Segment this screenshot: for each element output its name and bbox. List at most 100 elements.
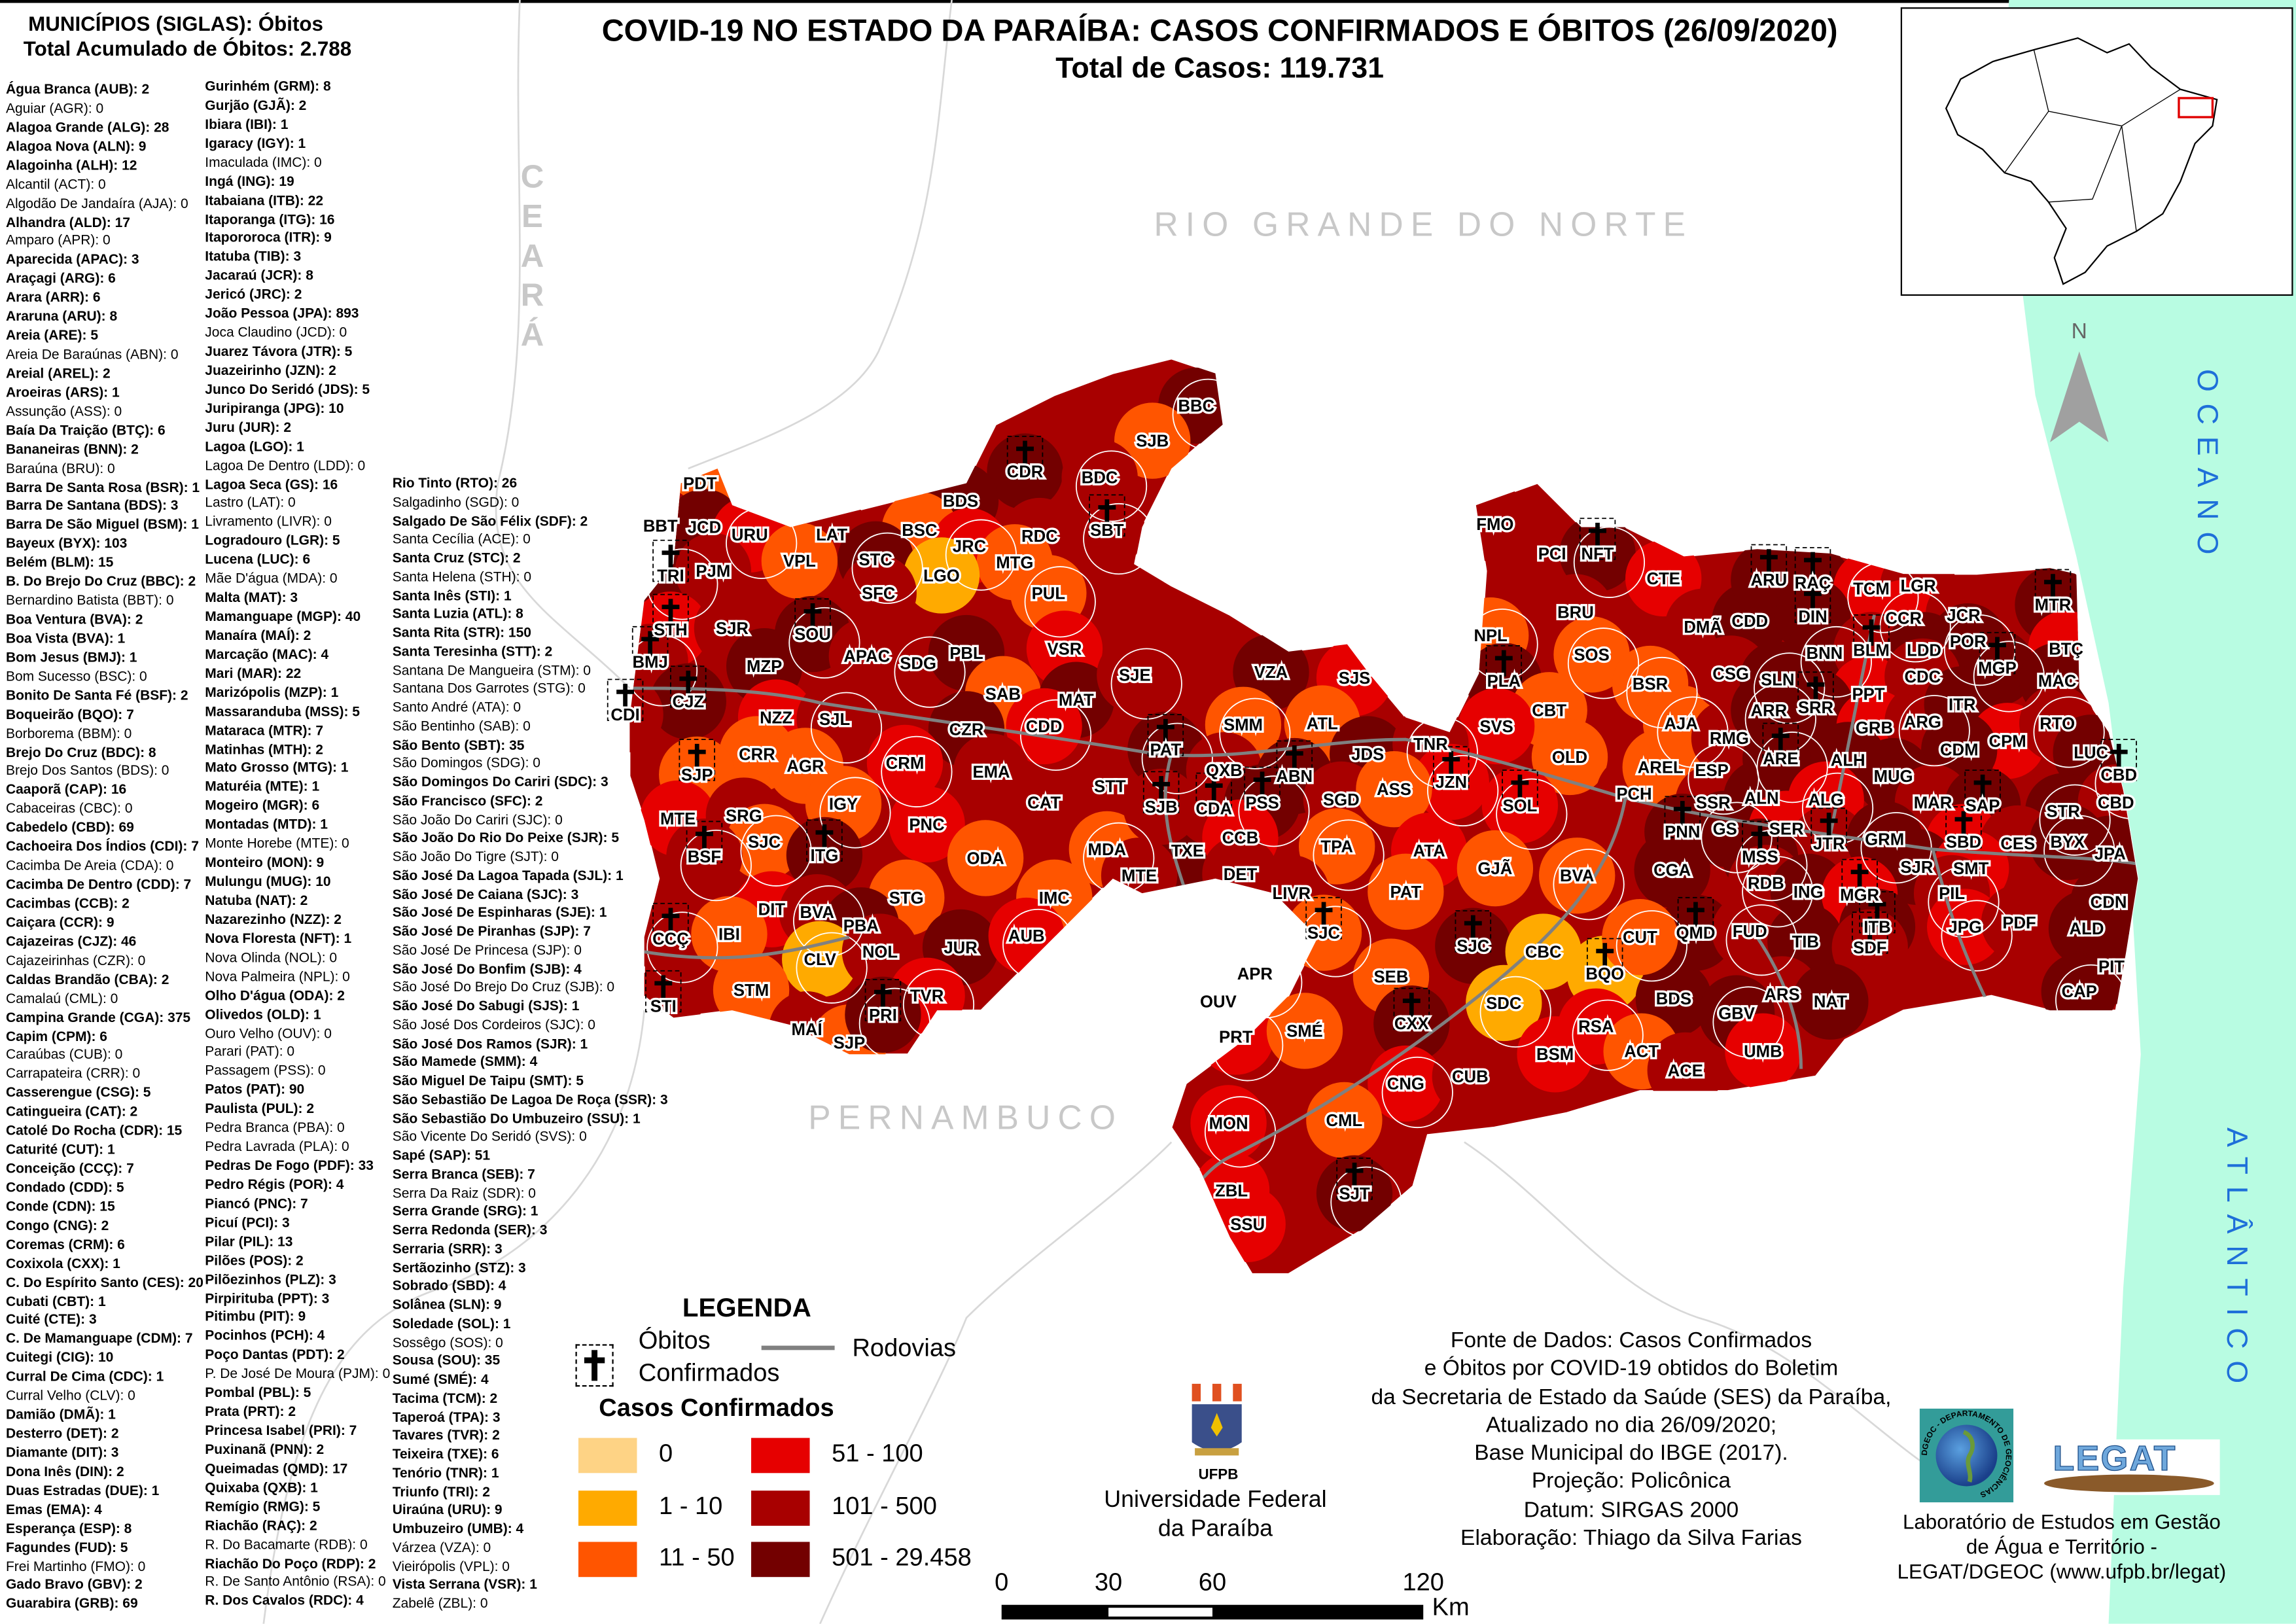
municipal-boundary [788, 607, 860, 679]
municipality-label: SJC [748, 834, 781, 852]
municipality-entry: São Domingos Do Cariri (SDC): 3 [392, 773, 609, 790]
municipality-area [726, 803, 803, 880]
municipality-label: DIT [758, 901, 786, 919]
municipality-entry: São José Da Lagoa Tapada (SJL): 1 [392, 866, 624, 883]
municipality-label: TNR [1413, 735, 1448, 754]
legend-roads: Rodovias [852, 1333, 957, 1362]
municipality-label: CNG [1387, 1075, 1424, 1093]
list-title: MUNICÍPIOS (SIGLAS): Óbitos [28, 11, 323, 35]
municipality-label: PUL [1032, 584, 1065, 603]
municipality-area [1368, 853, 1444, 930]
municipality-entry: Lagoa De Dentro (LDD): 0 [205, 456, 366, 472]
municipality-entry: Boqueirão (BQO): 7 [5, 705, 134, 722]
municipality-entry: Lucena (LUC): 6 [205, 551, 311, 567]
municipality-entry: Campina Grande (CGA): 375 [5, 1008, 191, 1025]
municipality-entry: Prata (PRT): 2 [205, 1403, 296, 1419]
municipality-entry: Malta (MAT): 3 [205, 588, 298, 605]
municipality-label: AJA [1664, 715, 1697, 733]
legend-class-label: 11 - 50 [659, 1543, 735, 1572]
municipality-label: SFC [862, 584, 895, 603]
municipality-entry: Piancó (PNC): 7 [205, 1194, 308, 1211]
municipality-entry: Patos (PAT): 90 [205, 1081, 305, 1097]
death-marker-icon [2100, 739, 2137, 781]
municipality-label: SJC [1457, 938, 1489, 956]
municipality-entry: Bananeiras (BNN): 2 [5, 440, 139, 457]
death-marker-icon [1853, 614, 1890, 657]
municipal-boundary [1928, 866, 2000, 938]
municipality-area [1517, 1016, 1593, 1093]
municipality-entry: Alhandra (ALD): 17 [5, 213, 130, 230]
municipality-entry: São Mamede (SMM): 4 [392, 1053, 538, 1070]
municipality-label: TVR [910, 987, 944, 1006]
municipality-label: ALH [1831, 751, 1865, 769]
municipality-entry: Lastro (LAT): 0 [205, 494, 296, 510]
municipality-entry: Cabaceiras (CBC): 0 [5, 800, 133, 817]
municipality-entry: Queimadas (QMD): 17 [205, 1459, 348, 1476]
municipality-area [1356, 751, 1432, 828]
municipality-entry: Juarez Távora (JTR): 5 [205, 342, 353, 359]
municipal-boundary [1657, 696, 1729, 768]
paraiba-state: BBC SJB CDR BDC PDT BDS SBT BBT JCD URU LAT BSC JRC R… [607, 358, 2139, 1275]
municipality-area [1981, 884, 2058, 961]
municipality-area [1373, 985, 1450, 1062]
municipality-entry: Diamante (DIT): 3 [5, 1443, 119, 1460]
municipality-entry: Caraúbas (CUB): 0 [5, 1046, 123, 1063]
municipality-area [1190, 1085, 1267, 1161]
municipal-boundary [2033, 696, 2105, 768]
municipality-label: CXX [1394, 1015, 1429, 1033]
municipality-entry: Esperança (ESP): 8 [5, 1519, 132, 1536]
municipality-entry: Casserengue (CSG): 5 [5, 1084, 151, 1101]
municipality-entry: Santana De Mangueira (STM): 0 [392, 661, 591, 678]
municipality-area [903, 537, 980, 614]
dgeoc-globe-icon: DGEOC - DEPARTAMENTO DE GEOCIÊNCIAS [1920, 1409, 2013, 1500]
municipality-entry: Pedra Branca (PBA): 0 [205, 1119, 345, 1135]
municipality-label: MZP [747, 658, 782, 676]
legend-class-label: 1 - 10 [659, 1491, 723, 1519]
municipality-entry: Serra Redonda (SER): 3 [392, 1221, 548, 1238]
municipality-entry: Soledade (SOL): 1 [392, 1315, 511, 1331]
municipality-label: BDC [1082, 469, 1118, 487]
municipality-entry: Itapororoca (ITR): 9 [205, 229, 332, 245]
municipality-entry: Cacimba De Areia (CDA): 0 [5, 856, 174, 874]
municipality-entry: Assunção (ASS): 0 [5, 402, 122, 419]
municipality-entry: Logradouro (LGR): 5 [205, 532, 340, 548]
death-marker-icon [864, 979, 902, 1021]
municipality-entry: Nova Olinda (NOL): 0 [205, 948, 338, 965]
municipality-label: CRR [739, 745, 775, 764]
municipality-label: ARU [1750, 571, 1787, 590]
death-marker-icon [1750, 544, 1788, 587]
municipality-label: ITG [810, 847, 838, 865]
municipality-label: IBI [718, 926, 740, 944]
municipality-entry: Massaranduba (MSS): 5 [205, 702, 360, 719]
municipality-entry: Carrapateira (CRR): 0 [5, 1065, 141, 1082]
municipality-label: IGY [829, 796, 858, 814]
legend-class-label: 101 - 500 [832, 1491, 937, 1519]
municipal-boundary [1024, 566, 1096, 638]
municipality-entry: Curral Velho (CLV): 0 [5, 1386, 135, 1403]
municipality-label: JUR [944, 939, 978, 957]
municipality-entry: Pombal (PBL): 5 [205, 1384, 311, 1400]
municipality-entry: João Pessoa (JPA): 893 [205, 304, 359, 321]
north-arrow-icon [2050, 351, 2109, 442]
municipality-label: LIVR [1273, 885, 1311, 903]
municipality-label: TRI [657, 567, 684, 585]
scale-tick-label: 0 [995, 1568, 1009, 1597]
municipality-label: VSR [1047, 640, 1082, 658]
municipality-entry: Areial (AREL): 2 [5, 364, 111, 381]
municipal-boundary [1141, 722, 1213, 794]
death-marker-icon [1979, 631, 2016, 675]
municipality-label: ARG [1904, 713, 1941, 732]
data-source-note: Fonte de Dados: Casos Confirmados e Óbito… [1371, 1327, 1892, 1553]
municipality-entry: Santa Cecília (ACE): 0 [392, 530, 531, 547]
municipality-label: GS [1713, 821, 1737, 839]
municipality-entry: Vieirópolis (VPL): 0 [392, 1557, 510, 1574]
municipality-entry: R. De Santo Antônio (RSA): 0 [205, 1573, 386, 1590]
death-marker-icon [679, 739, 715, 781]
municipal-boundary [881, 735, 953, 807]
municipality-label: APR [1237, 965, 1273, 983]
municipality-entry: Mari (MAR): 22 [205, 664, 302, 681]
municipality-entry: Catolé Do Rocha (CDR): 15 [5, 1121, 183, 1139]
municipality-entry: Araruna (ARU): 8 [5, 308, 118, 324]
municipality-label: TCM [1853, 580, 1890, 599]
death-marker-icon [575, 1344, 614, 1387]
